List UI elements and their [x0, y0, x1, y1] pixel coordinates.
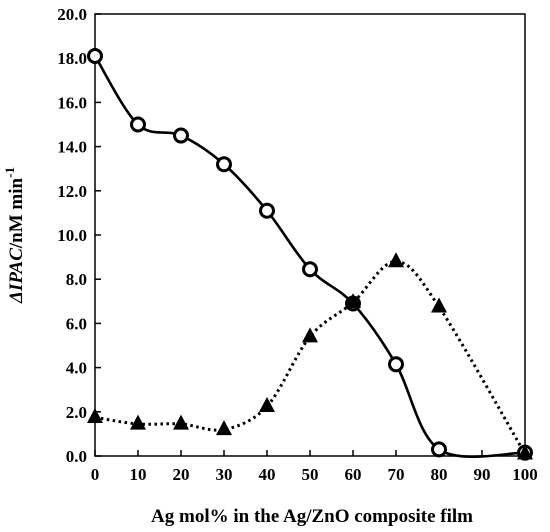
series-2-point [259, 396, 275, 412]
series-2-point [87, 408, 103, 424]
series-1-point [173, 127, 189, 144]
series-1-point [130, 116, 146, 133]
series-2-point [388, 252, 404, 268]
y-axis-title-italic: ΔIPAC [6, 248, 27, 304]
series-lines [93, 55, 527, 459]
series-1-point [431, 441, 447, 458]
x-tick-label: 100 [512, 465, 538, 484]
x-tick-label: 90 [474, 465, 491, 484]
series-2-point [173, 414, 189, 430]
y-axis-ticks: 0.0 2.0 4.0 6.0 8.0 10.0 12.0 14.0 16.0 18.0 20.0 [57, 5, 101, 466]
y-tick-label: 18.0 [57, 49, 87, 68]
series-1-point [216, 156, 232, 173]
y-tick-label: 14.0 [57, 138, 87, 157]
x-tick-label: 80 [431, 465, 448, 484]
y-tick-label: 0.0 [66, 447, 87, 466]
series-1-point [259, 202, 275, 219]
series-2-point [431, 297, 447, 313]
x-axis-title: Ag mol% in the Ag/ZnO composite film [151, 506, 473, 527]
x-tick-label: 60 [345, 465, 362, 484]
y-tick-label: 20.0 [57, 5, 87, 24]
x-tick-label: 20 [173, 465, 190, 484]
x-tick-label: 0 [91, 465, 100, 484]
series-markers [87, 47, 533, 461]
y-tick-label: 12.0 [57, 182, 87, 201]
y-axis-title-superscript: -1 [2, 167, 17, 178]
x-tick-label: 40 [259, 465, 276, 484]
series-2-point [345, 293, 361, 309]
x-tick-label: 70 [388, 465, 405, 484]
y-tick-label: 2.0 [66, 403, 87, 422]
series-2-point [302, 327, 318, 343]
y-axis-title-unit: /nM min [6, 177, 27, 249]
x-tick-label: 30 [216, 465, 233, 484]
x-tick-label: 50 [302, 465, 319, 484]
series-1-point [87, 47, 103, 64]
series-2-point [517, 444, 533, 460]
y-tick-label: 4.0 [66, 359, 87, 378]
series-2-point [130, 414, 146, 430]
series-1-line [93, 55, 526, 459]
series-1-point [388, 356, 404, 373]
y-tick-label: 10.0 [57, 226, 87, 245]
plot-frame [94, 13, 526, 457]
series-1-point [302, 261, 318, 278]
series-2-point [216, 420, 232, 436]
y-axis-title: ΔIPAC/nM min-1 [2, 167, 27, 304]
y-tick-label: 16.0 [57, 93, 87, 112]
x-axis-ticks: 0 10 20 30 40 50 60 70 80 90 100 [91, 450, 538, 484]
series-2-line [94, 260, 527, 455]
x-tick-label: 10 [130, 465, 147, 484]
y-tick-label: 6.0 [66, 314, 87, 333]
y-tick-label: 8.0 [66, 270, 87, 289]
